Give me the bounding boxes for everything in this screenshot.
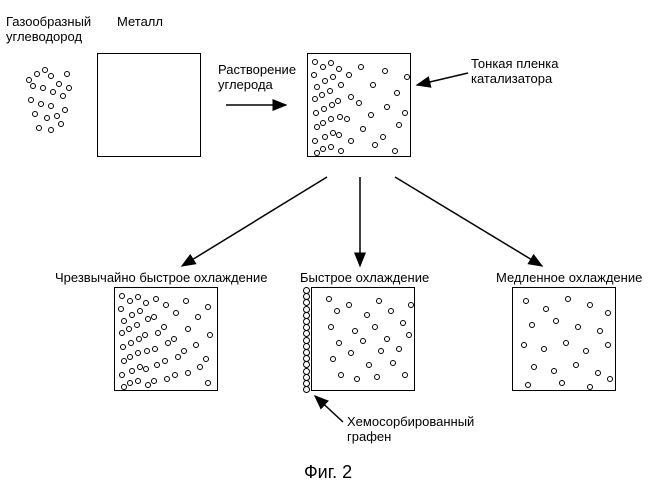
label-fast-text: Быстрое охлаждение <box>300 270 429 285</box>
label-catalyst-film: Тонкая пленкакатализатора <box>471 56 591 86</box>
label-metal: Металл <box>117 14 163 29</box>
label-chemosorbed-text: Хемосорбированныйграфен <box>347 414 474 444</box>
label-dissolution-text: Растворениеуглерода <box>218 62 296 92</box>
label-fast: Быстрое охлаждение <box>300 270 429 285</box>
box-catalyst-film <box>307 53 411 157</box>
box-extreme-fast <box>114 287 218 391</box>
label-dissolution: Растворениеуглерода <box>218 62 308 92</box>
label-gas-text: Газообразныйуглеводород <box>6 14 91 44</box>
label-extreme-fast-text: Чрезвычайно быстрое охлаждение <box>55 270 267 285</box>
figure-label-text: Фиг. 2 <box>304 462 352 482</box>
label-catalyst-film-text: Тонкая пленкакатализатора <box>471 56 558 86</box>
label-metal-text: Металл <box>117 14 163 29</box>
figure-label: Фиг. 2 <box>304 462 352 483</box>
label-gas: Газообразныйуглеводород <box>6 14 106 44</box>
label-chemosorbed: Хемосорбированныйграфен <box>347 414 507 444</box>
box-slow <box>512 287 616 391</box>
label-slow-text: Медленное охлаждение <box>496 270 642 285</box>
label-extreme-fast: Чрезвычайно быстрое охлаждение <box>55 270 267 285</box>
box-fast <box>311 287 415 391</box>
box-metal <box>97 53 201 157</box>
label-slow: Медленное охлаждение <box>496 270 642 285</box>
